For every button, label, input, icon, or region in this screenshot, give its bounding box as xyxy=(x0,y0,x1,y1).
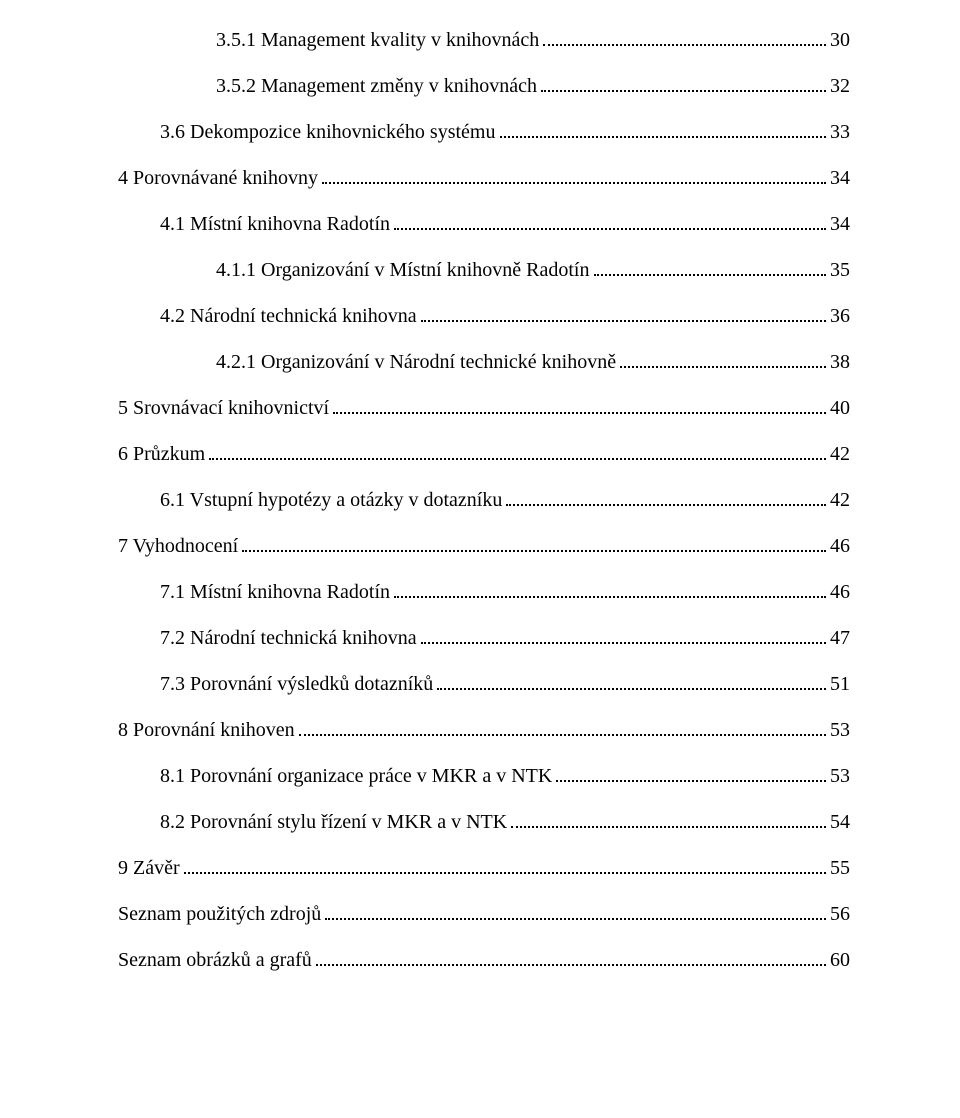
toc-leader-dots xyxy=(620,353,826,368)
toc-entry-label: 7 Vyhodnocení xyxy=(118,534,238,558)
toc-leader-dots xyxy=(556,767,826,782)
toc-entry-page: 55 xyxy=(830,856,850,880)
toc-entry: Seznam obrázků a grafů 60 xyxy=(118,948,850,972)
toc-leader-dots xyxy=(299,721,826,736)
toc-entry-page: 46 xyxy=(830,580,850,604)
toc-leader-dots xyxy=(541,77,826,92)
toc-leader-dots xyxy=(333,399,826,414)
toc-leader-dots xyxy=(500,123,827,138)
toc-entry: 4.2 Národní technická knihovna 36 xyxy=(118,304,850,328)
toc-entry-page: 53 xyxy=(830,764,850,788)
toc-entry: Seznam použitých zdrojů 56 xyxy=(118,902,850,926)
toc-entry: 7.3 Porovnání výsledků dotazníků 51 xyxy=(118,672,850,696)
toc-entry: 4.2.1 Organizování v Národní technické k… xyxy=(118,350,850,374)
toc-entry-page: 32 xyxy=(830,74,850,98)
toc-leader-dots xyxy=(322,169,826,184)
toc-entry-label: 7.2 Národní technická knihovna xyxy=(160,626,417,650)
toc-entry-label: 8 Porovnání knihoven xyxy=(118,718,295,742)
toc-entry-label: 8.1 Porovnání organizace práce v MKR a v… xyxy=(160,764,552,788)
toc-entry: 6.1 Vstupní hypotézy a otázky v dotazník… xyxy=(118,488,850,512)
toc-entry: 3.5.2 Management změny v knihovnách 32 xyxy=(118,74,850,98)
toc-entry: 8 Porovnání knihoven 53 xyxy=(118,718,850,742)
toc-entry: 4.1.1 Organizování v Místní knihovně Rad… xyxy=(118,258,850,282)
toc-entry-page: 42 xyxy=(830,488,850,512)
toc-entry: 8.1 Porovnání organizace práce v MKR a v… xyxy=(118,764,850,788)
toc-entry-label: 4.1.1 Organizování v Místní knihovně Rad… xyxy=(216,258,590,282)
toc-entry-page: 38 xyxy=(830,350,850,374)
toc-entry-page: 35 xyxy=(830,258,850,282)
toc-entry-label: 5 Srovnávací knihovnictví xyxy=(118,396,329,420)
toc-entry-label: 4.2.1 Organizování v Národní technické k… xyxy=(216,350,616,374)
toc-entry: 6 Průzkum 42 xyxy=(118,442,850,466)
toc-entry-page: 60 xyxy=(830,948,850,972)
toc-entry-page: 51 xyxy=(830,672,850,696)
toc-entry-page: 34 xyxy=(830,166,850,190)
toc-entry-label: 8.2 Porovnání stylu řízení v MKR a v NTK xyxy=(160,810,507,834)
toc-entry-label: 6.1 Vstupní hypotézy a otázky v dotazník… xyxy=(160,488,502,512)
toc-entry-label: 3.5.2 Management změny v knihovnách xyxy=(216,74,537,98)
toc-entry-page: 40 xyxy=(830,396,850,420)
toc-entry-label: 7.1 Místní knihovna Radotín xyxy=(160,580,390,604)
toc-entry-label: 6 Průzkum xyxy=(118,442,205,466)
toc-entry-page: 54 xyxy=(830,810,850,834)
toc-entry: 7 Vyhodnocení 46 xyxy=(118,534,850,558)
toc-entry: 3.6 Dekompozice knihovnického systému 33 xyxy=(118,120,850,144)
toc-leader-dots xyxy=(184,859,826,874)
toc-entry-page: 42 xyxy=(830,442,850,466)
toc-leader-dots xyxy=(316,951,826,966)
toc-leader-dots xyxy=(325,905,826,920)
toc-entry-page: 36 xyxy=(830,304,850,328)
toc-entry-page: 34 xyxy=(830,212,850,236)
toc-entry-label: 7.3 Porovnání výsledků dotazníků xyxy=(160,672,433,696)
toc-page: 3.5.1 Management kvality v knihovnách303… xyxy=(0,0,960,1118)
toc-entry: 7.1 Místní knihovna Radotín 46 xyxy=(118,580,850,604)
toc-entry: 3.5.1 Management kvality v knihovnách 30 xyxy=(118,28,850,52)
toc-leader-dots xyxy=(437,675,826,690)
toc-entry: 9 Závěr 55 xyxy=(118,856,850,880)
toc-leader-dots xyxy=(242,537,826,552)
toc-entry-label: 4.2 Národní technická knihovna xyxy=(160,304,417,328)
toc-leader-dots xyxy=(394,215,826,230)
toc-entry: 5 Srovnávací knihovnictví 40 xyxy=(118,396,850,420)
toc-entry-label: 9 Závěr xyxy=(118,856,180,880)
toc-entry-page: 30 xyxy=(830,28,850,52)
toc-leader-dots xyxy=(594,261,827,276)
toc-entry: 7.2 Národní technická knihovna 47 xyxy=(118,626,850,650)
toc-leader-dots xyxy=(543,31,826,46)
toc-entry-page: 56 xyxy=(830,902,850,926)
toc-entry-page: 53 xyxy=(830,718,850,742)
toc-entry-label: 4 Porovnávané knihovny xyxy=(118,166,318,190)
toc-entry: 4.1 Místní knihovna Radotín 34 xyxy=(118,212,850,236)
toc-entry-label: Seznam obrázků a grafů xyxy=(118,948,312,972)
toc-leader-dots xyxy=(394,583,826,598)
toc-entry: 8.2 Porovnání stylu řízení v MKR a v NTK… xyxy=(118,810,850,834)
toc-leader-dots xyxy=(421,629,826,644)
toc-leader-dots xyxy=(511,813,826,828)
toc-leader-dots xyxy=(209,445,826,460)
toc-entry-label: 3.6 Dekompozice knihovnického systému xyxy=(160,120,496,144)
toc-leader-dots xyxy=(506,491,826,506)
toc-leader-dots xyxy=(421,307,826,322)
toc-entry: 4 Porovnávané knihovny 34 xyxy=(118,166,850,190)
toc-entry-label: 4.1 Místní knihovna Radotín xyxy=(160,212,390,236)
toc-entry-page: 33 xyxy=(830,120,850,144)
toc-entry-label: 3.5.1 Management kvality v knihovnách xyxy=(216,28,539,52)
toc-entry-page: 46 xyxy=(830,534,850,558)
toc-entry-label: Seznam použitých zdrojů xyxy=(118,902,321,926)
toc-entry-page: 47 xyxy=(830,626,850,650)
